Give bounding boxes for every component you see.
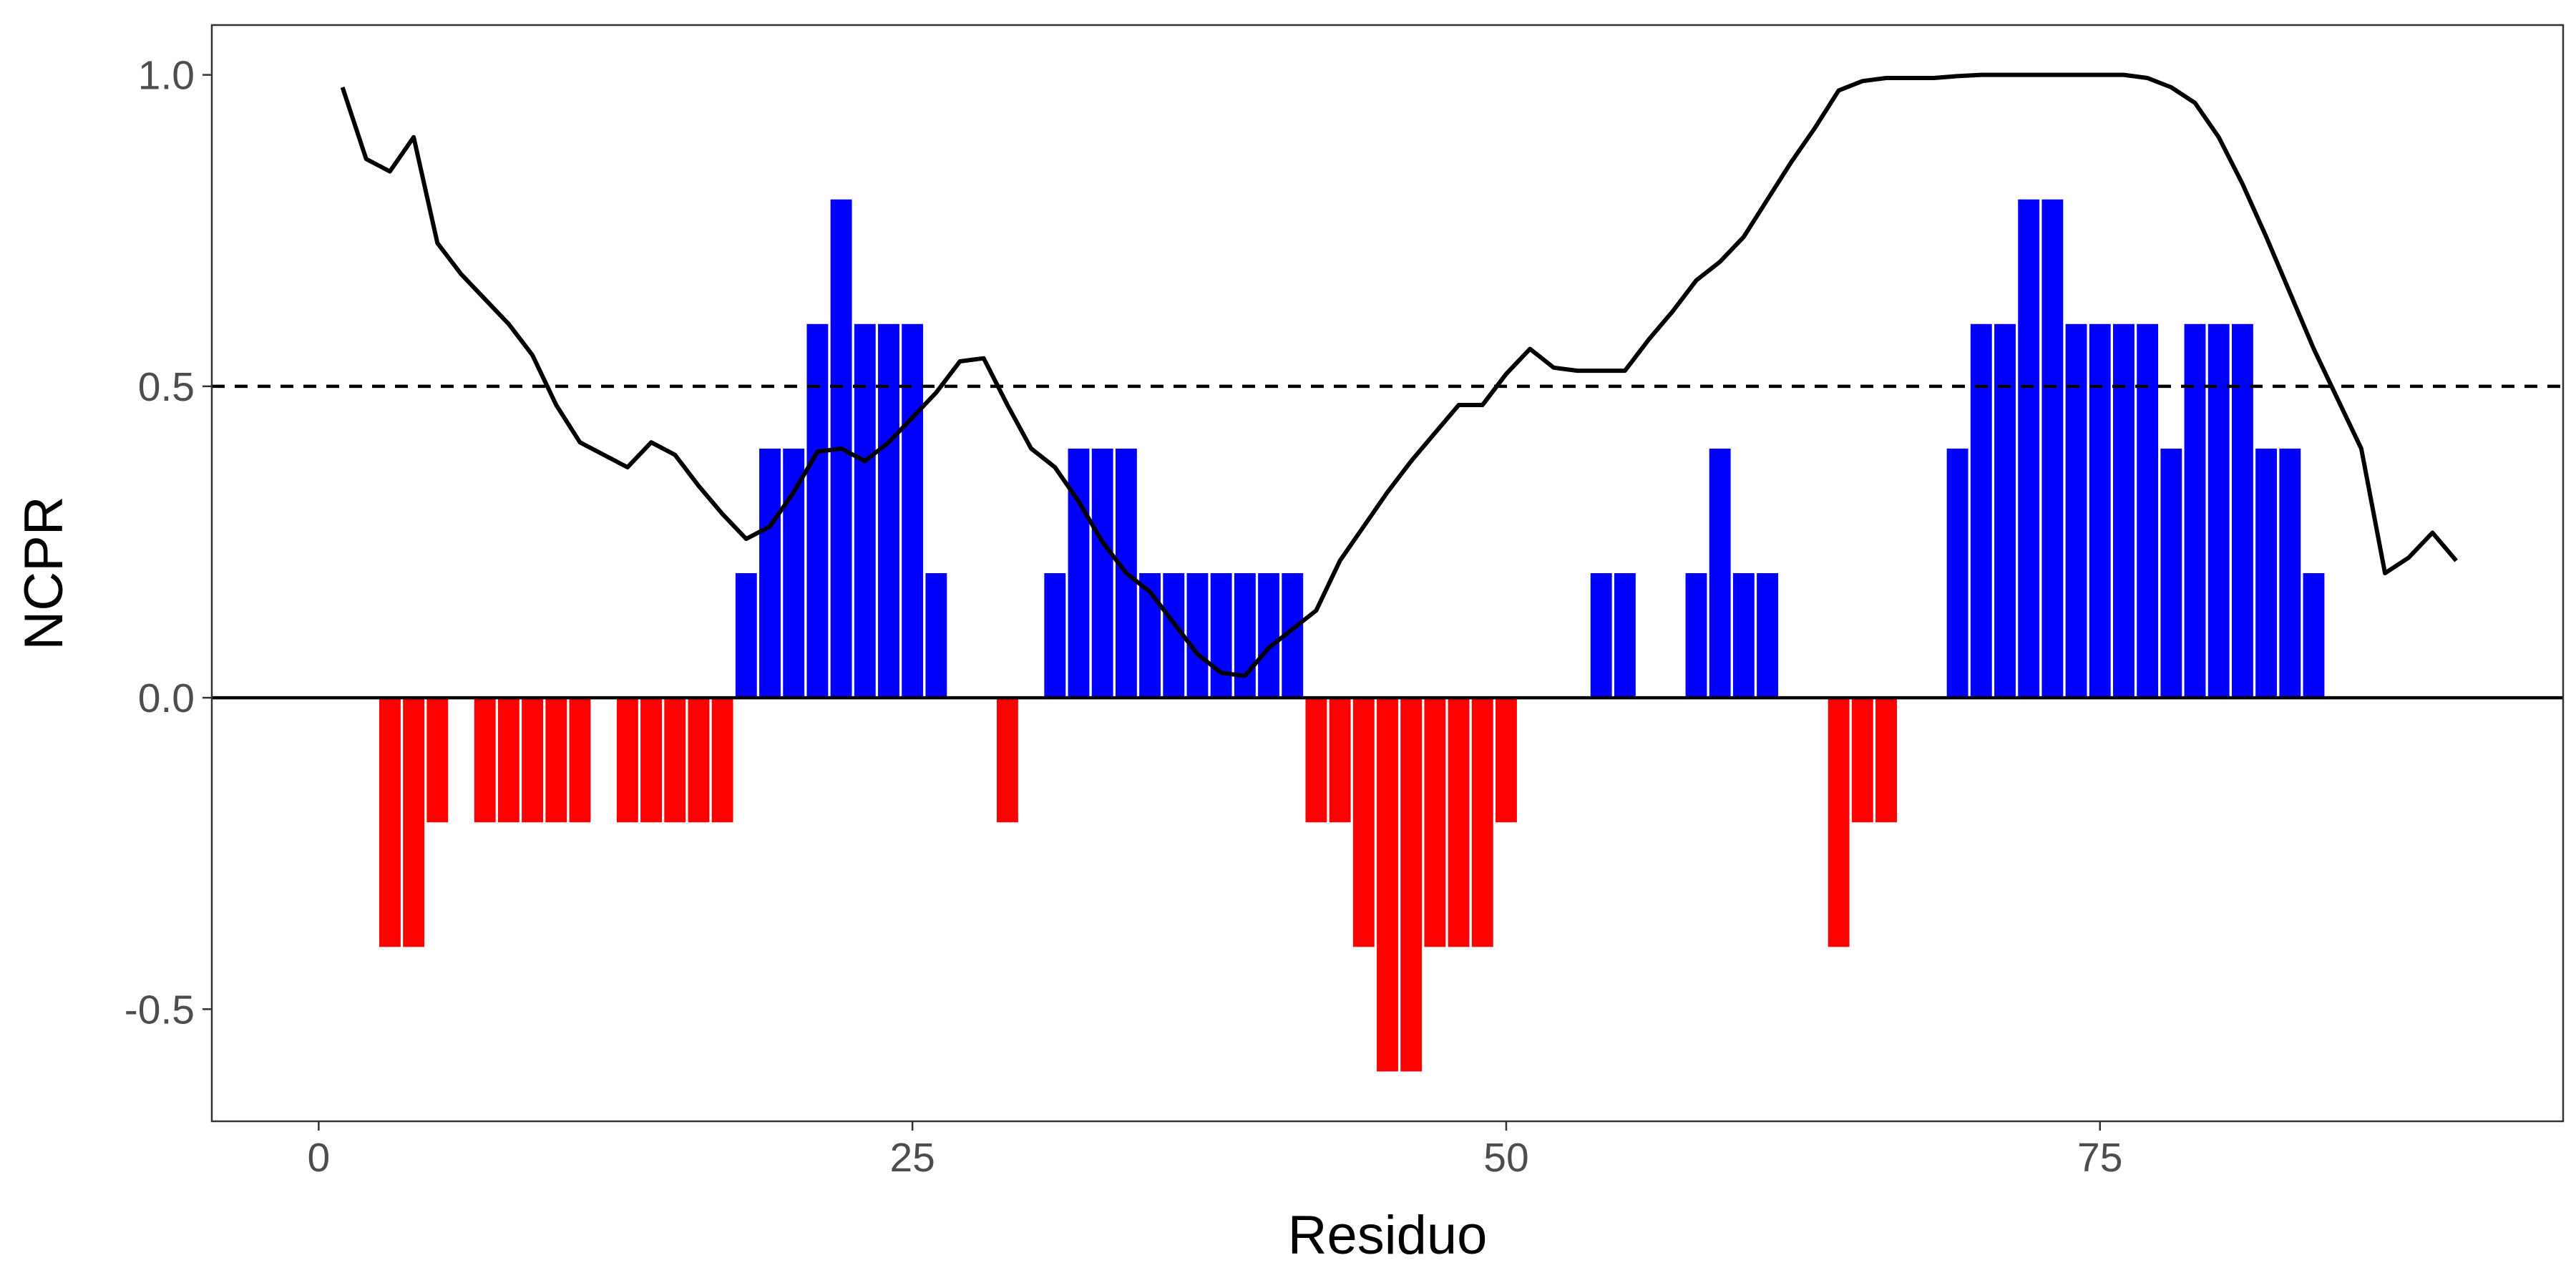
bar [925,573,947,698]
bar [1352,698,1375,947]
x-axis-title: Residuo [1288,1205,1488,1266]
bar [735,573,757,698]
curve-layer [340,72,2458,678]
bar [2303,573,2325,698]
bar [1400,698,1423,1072]
bar [688,698,710,823]
bar [2041,199,2064,698]
bar [1068,448,1090,698]
x-tick-label: 25 [889,1135,935,1181]
bar [664,698,686,823]
bar [1377,698,1398,1072]
bar [379,698,401,947]
bar [2137,323,2159,698]
bar [2113,323,2135,698]
bar [1496,698,1517,823]
bar [2089,323,2111,698]
bar [878,323,899,698]
bar [711,698,733,823]
bar [1732,573,1755,698]
bar [522,698,544,823]
bar [1946,448,1968,698]
bar [1210,573,1232,698]
x-tick-label: 0 [308,1135,331,1181]
x-tick-label: 50 [1483,1135,1528,1181]
bar [1471,698,1493,947]
bar [426,698,449,823]
bar [1828,698,1850,947]
bar [2279,448,2301,698]
bar [1709,448,1731,698]
bar [569,698,591,823]
bar [854,323,876,698]
bar [1329,698,1351,823]
bar [1234,573,1256,698]
bar [1994,323,2016,698]
bar [783,448,805,698]
y-tick-label: 1.0 [138,53,195,99]
bars-layer [379,199,2325,1072]
bar [545,698,567,823]
plot-panel-border [210,24,2565,1123]
bar [2255,448,2278,698]
bar [902,323,924,698]
x-tick-label: 75 [2077,1135,2122,1181]
bar [1305,698,1327,823]
bar [1424,698,1446,947]
bar [1091,448,1113,698]
bar [1590,573,1612,698]
y-axis-title: NCPR [14,496,74,650]
bar [1970,323,1992,698]
bar [1044,573,1066,698]
bar [996,698,1018,823]
bar [616,698,638,823]
bar [2231,323,2253,698]
bar [2160,448,2182,698]
bar [2207,323,2230,698]
bar [497,698,519,823]
bar [1685,573,1707,698]
bar [474,698,496,823]
bar [1258,573,1279,698]
bar [1851,698,1873,823]
bar [640,698,662,823]
bar [759,448,781,698]
bar [1186,573,1209,698]
bar [2184,323,2206,698]
axes-layer: 0 25 50 75 -0.5 0.0 0.5 1.0 [125,53,2123,1181]
y-tick-label: -0.5 [125,987,195,1033]
ncpr-line [340,72,2458,678]
reference-lines-layer [212,384,2563,700]
y-tick-label: 0.5 [138,364,195,410]
bar [1448,698,1470,947]
bar [1757,573,1779,698]
bar [1875,698,1897,823]
y-tick-label: 0.0 [138,675,195,721]
bar [1614,573,1636,698]
bar [2018,199,2040,698]
bar [2065,323,2087,698]
bar [403,698,425,947]
bar [806,323,829,698]
